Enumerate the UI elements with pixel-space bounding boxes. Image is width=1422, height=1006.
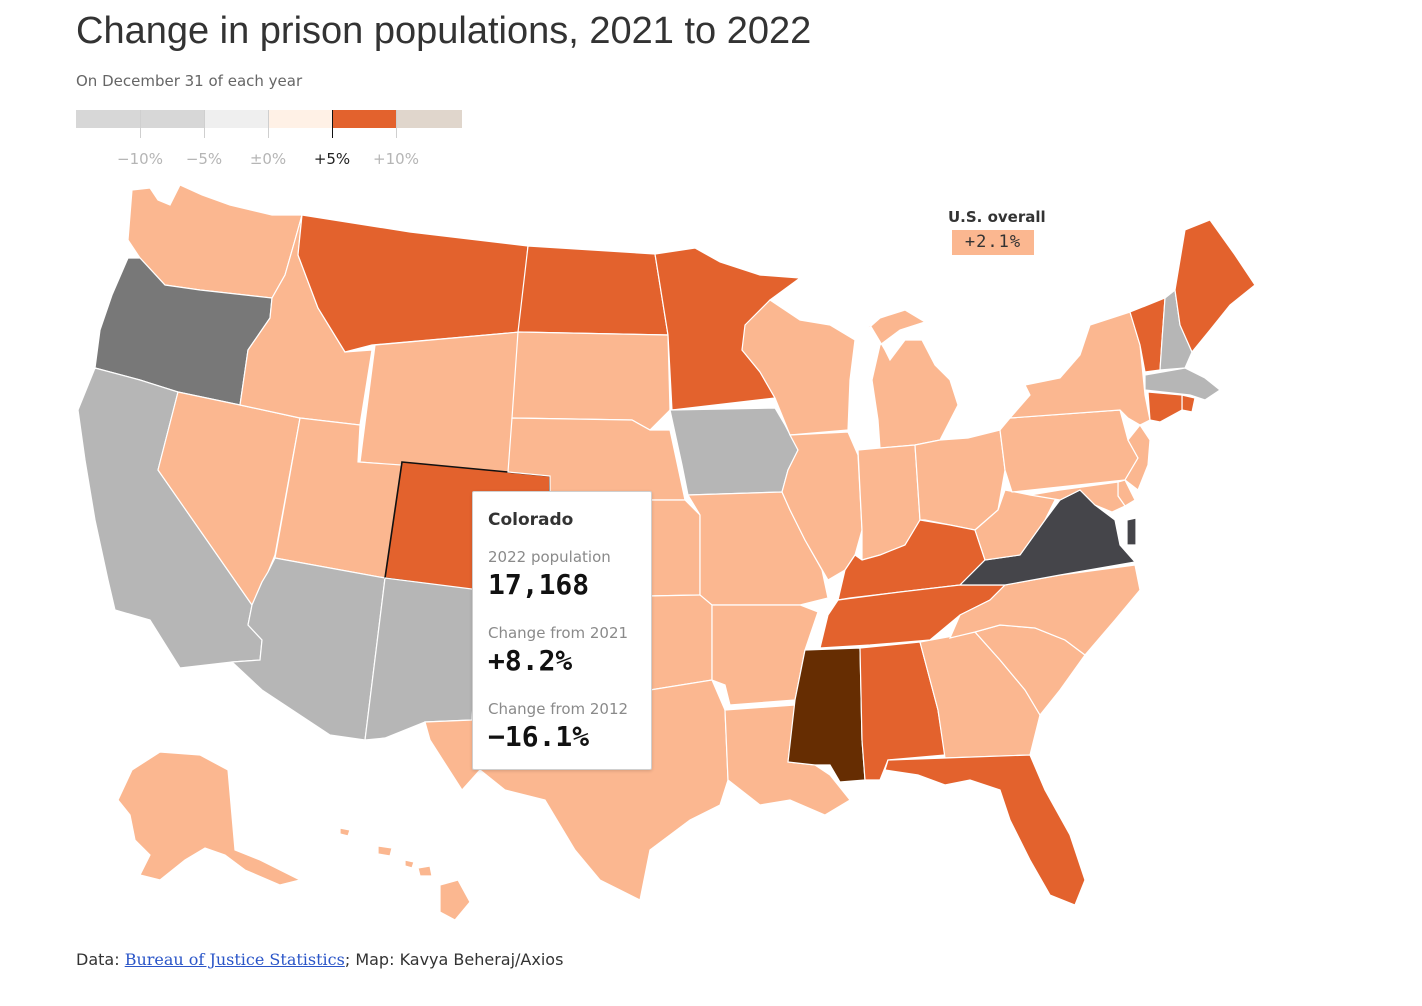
tooltip-change-2012-value: −16.1% — [488, 720, 590, 753]
state-michigan[interactable]: Michigan — [854, 309, 959, 449]
tooltip-change-2012-label: Change from 2012 — [488, 700, 629, 718]
source-link[interactable]: Bureau of Justice Statistics — [124, 950, 345, 969]
legend-swatch-6[interactable] — [396, 110, 462, 128]
page-title: Change in prison populations, 2021 to 20… — [76, 10, 812, 52]
state-iowa[interactable]: Iowa — [669, 407, 799, 496]
state-south-dakota[interactable]: South Dakota — [511, 331, 671, 431]
legend-swatch-3[interactable] — [204, 110, 268, 128]
us-overall-value: +2.1% — [952, 230, 1034, 255]
state-hawaii[interactable]: Hawaii — [339, 827, 471, 921]
state-maine[interactable]: Maine — [1174, 219, 1256, 354]
legend-label: ±0% — [249, 150, 287, 168]
legend-tick-active — [332, 110, 333, 138]
source-line: Data: Bureau of Justice Statistics; Map:… — [76, 950, 563, 969]
state-pennsylvania[interactable]: Pennsylvania — [999, 409, 1139, 493]
state-montana[interactable]: Montana — [297, 214, 529, 353]
state-maryland[interactable]: Maryland — [1029, 481, 1126, 513]
state-wisconsin[interactable]: Wisconsin — [741, 299, 856, 436]
source-data-prefix: Data: — [76, 950, 120, 969]
us-overall-label: U.S. overall — [948, 208, 1046, 226]
legend-tick — [268, 110, 269, 138]
page-subtitle: On December 31 of each year — [76, 72, 303, 90]
tooltip-change-2021-label: Change from 2021 — [488, 624, 629, 642]
state-massachusetts[interactable]: Massachusetts — [1144, 367, 1222, 401]
legend-swatch-4[interactable] — [268, 110, 332, 128]
legend-swatch-5[interactable] — [332, 110, 396, 128]
tooltip-state-name: Colorado — [488, 510, 574, 530]
state-rhode-island[interactable]: Rhode Island — [1181, 394, 1196, 413]
legend-label: −5% — [185, 150, 223, 168]
legend-swatch-1[interactable] — [76, 110, 140, 128]
tooltip-change-2021-value: +8.2% — [488, 644, 573, 677]
source-credit: ; Map: Kavya Beheraj/Axios — [344, 950, 564, 969]
legend-label: −10% — [117, 150, 163, 168]
state-new-jersey[interactable]: New Jersey — [1124, 423, 1151, 491]
legend-swatch-2[interactable] — [140, 110, 204, 128]
state-alaska[interactable]: Alaska — [117, 751, 302, 886]
legend-label: +10% — [373, 150, 419, 168]
legend-tick — [396, 110, 397, 138]
state-district-of-columbia[interactable]: District of Columbia — [1126, 517, 1137, 546]
color-legend: −10% −5% ±0% +5% +10% — [76, 110, 462, 170]
legend-tick — [204, 110, 205, 138]
state-florida[interactable]: Florida — [884, 754, 1086, 906]
state-tooltip: Colorado 2022 population 17,168 Change f… — [472, 491, 652, 770]
state-connecticut[interactable]: Connecticut — [1147, 391, 1183, 423]
tooltip-population-value: 17,168 — [488, 568, 590, 601]
state-wyoming[interactable]: Wyoming — [359, 331, 521, 476]
state-north-dakota[interactable]: North Dakota — [517, 245, 669, 336]
state-new-york[interactable]: New York — [1008, 311, 1151, 426]
legend-tick — [140, 110, 141, 138]
state-new-mexico[interactable]: New Mexico — [364, 577, 481, 741]
tooltip-population-label: 2022 population — [488, 548, 611, 566]
legend-label-active: +5% — [313, 150, 351, 168]
